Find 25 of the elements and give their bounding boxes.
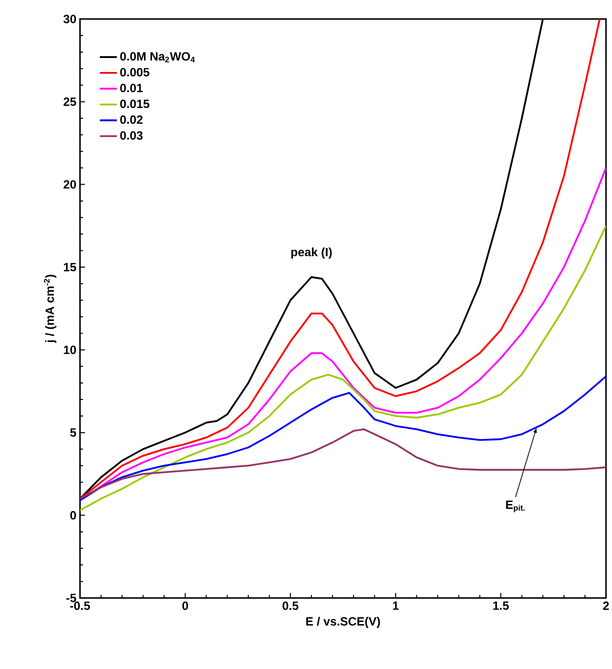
- legend-label: 0.0M Na$_{2}$WO$_{4}$: [120, 52, 195, 62]
- y-tick-label: 0: [70, 511, 76, 520]
- y-tick-label: -5: [66, 594, 76, 602]
- x-tick-label: -0.5: [70, 602, 90, 610]
- annotation: peak (I): [291, 248, 332, 259]
- legend-label: 0.03: [120, 131, 143, 140]
- x-tick-label: 1.5: [493, 602, 509, 610]
- y-tick-label: 15: [64, 262, 76, 272]
- legend-label: 0.015: [120, 100, 150, 108]
- x-axis-title: E / vs.SCE(V): [306, 616, 380, 628]
- y-tick-label: 30: [63, 14, 76, 24]
- x-tick-label: 2: [603, 602, 609, 610]
- y-tick-label: 25: [64, 97, 76, 106]
- y-tick-label: 20: [64, 180, 76, 189]
- x-tick-label: 0.5: [282, 602, 298, 610]
- y-tick-label: 10: [64, 346, 76, 354]
- annotation: E$_{pit.}$: [506, 500, 525, 512]
- legend-label: 0.01: [120, 84, 143, 92]
- legend-label: 0.005: [120, 68, 150, 76]
- legend-label: 0.02: [120, 115, 143, 124]
- line-series: [80, 224, 606, 512]
- x-tick-label: 0: [182, 602, 188, 610]
- y-axis-title: j / (mA cm$^{-2}$): [44, 274, 56, 344]
- x-tick-label: 1: [393, 602, 399, 610]
- y-tick-label: 5: [70, 428, 76, 437]
